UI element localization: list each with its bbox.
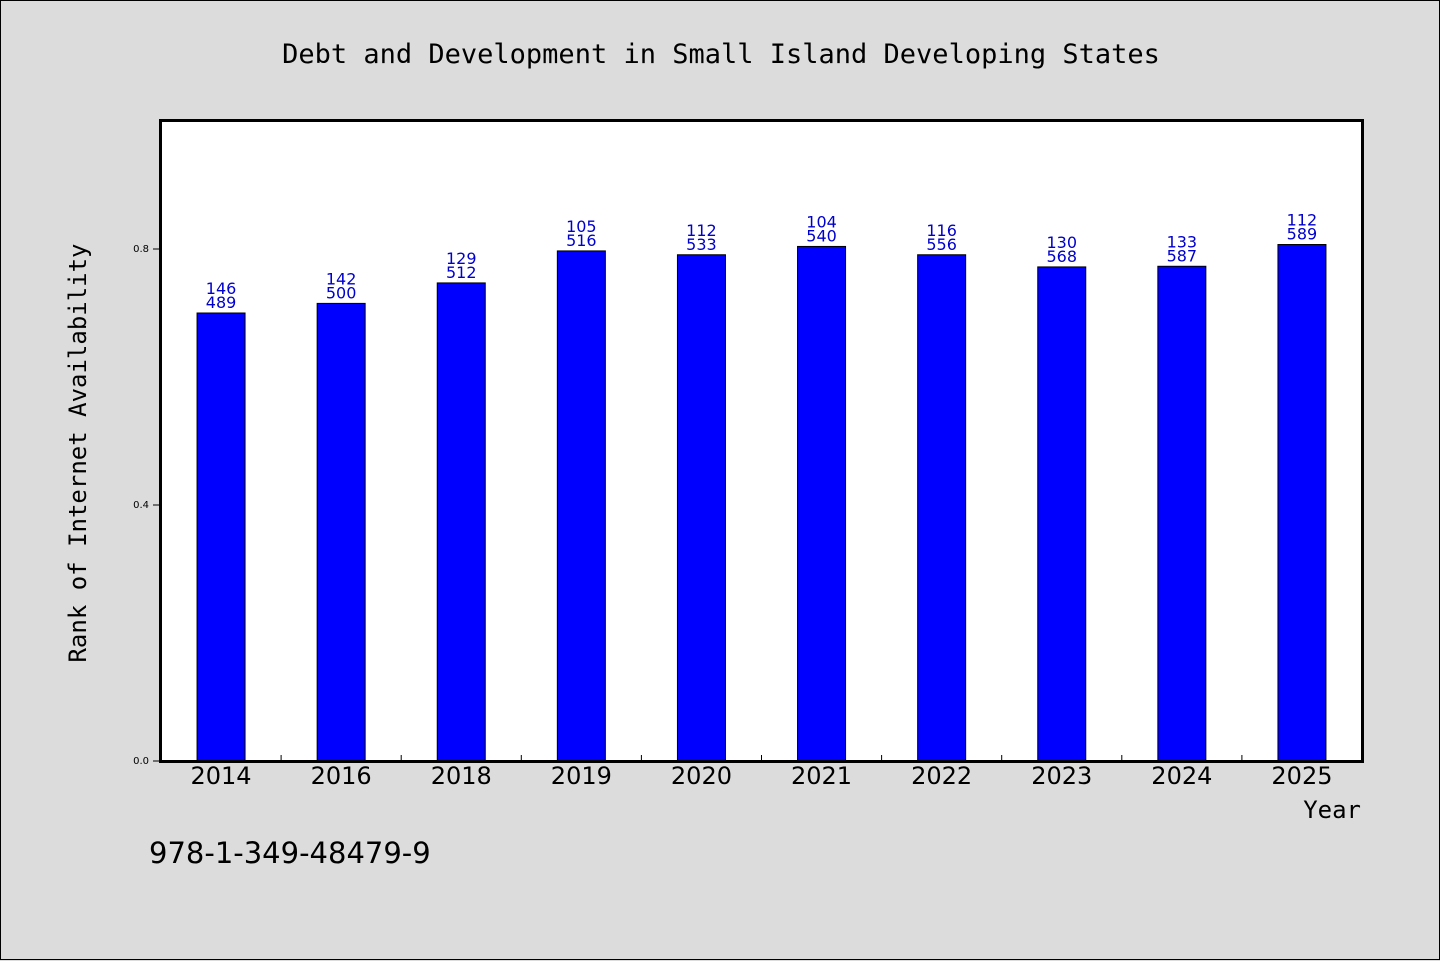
data-label-2025-bottom: 589 bbox=[1287, 225, 1318, 244]
x-tick-label-2020: 2020 bbox=[671, 762, 732, 790]
data-label-2018-bottom: 512 bbox=[446, 263, 477, 282]
x-tick-label-2025: 2025 bbox=[1271, 762, 1332, 790]
x-tick-label-2022: 2022 bbox=[911, 762, 972, 790]
data-label-2024-bottom: 587 bbox=[1167, 246, 1198, 265]
x-tick-label-2021: 2021 bbox=[791, 762, 852, 790]
bar-2014 bbox=[196, 312, 246, 762]
data-label-2016-bottom: 500 bbox=[326, 283, 357, 302]
bar-2020 bbox=[676, 254, 726, 762]
data-label-2025-top: 112 bbox=[1287, 211, 1318, 230]
plot-border bbox=[159, 119, 1364, 763]
data-label-2021-bottom: 540 bbox=[806, 226, 837, 245]
x-tick-label-2014: 2014 bbox=[191, 762, 252, 790]
x-tick-label-2018: 2018 bbox=[431, 762, 492, 790]
data-label-2019-bottom: 516 bbox=[566, 231, 597, 250]
data-label-2016-top: 142 bbox=[326, 269, 357, 288]
data-label-2024-top: 133 bbox=[1167, 232, 1198, 251]
data-label-2020-bottom: 533 bbox=[686, 235, 717, 254]
bar-2018 bbox=[436, 282, 486, 762]
bar-2021 bbox=[797, 245, 847, 762]
bar-2024 bbox=[1157, 265, 1207, 762]
data-label-2023-bottom: 568 bbox=[1046, 247, 1077, 266]
data-label-2023-top: 130 bbox=[1046, 233, 1077, 252]
y-tick-label-0.4: 0.4 bbox=[133, 500, 149, 511]
x-tick-label-2016: 2016 bbox=[311, 762, 372, 790]
data-label-2022-top: 116 bbox=[926, 221, 957, 240]
y-tick-label-0.0: 0.0 bbox=[133, 756, 149, 767]
bar-2016 bbox=[316, 302, 366, 762]
footnote-isbn: 978-1-349-48479-9 bbox=[149, 836, 431, 870]
bar-2025 bbox=[1277, 244, 1327, 762]
chart-title: Debt and Development in Small Island Dev… bbox=[282, 39, 1160, 70]
bar-2019 bbox=[556, 250, 606, 762]
bar-2022 bbox=[917, 254, 967, 762]
data-label-2022-bottom: 556 bbox=[926, 235, 957, 254]
bar-2023 bbox=[1037, 266, 1087, 762]
data-label-2014-top: 146 bbox=[206, 279, 237, 298]
data-label-2020-top: 112 bbox=[686, 221, 717, 240]
ticks-layer: 2014 2016 2018 2019 2020 2021 2022 2023 2024 2025… bbox=[133, 244, 1332, 790]
x-axis-label: Year bbox=[1303, 796, 1361, 824]
y-axis-label: Rank of Internet Availability bbox=[64, 243, 92, 662]
x-tick-label-2024: 2024 bbox=[1151, 762, 1212, 790]
x-tick-label-2019: 2019 bbox=[551, 762, 612, 790]
y-tick-label-0.8: 0.8 bbox=[133, 244, 149, 255]
x-tick-label-2023: 2023 bbox=[1031, 762, 1092, 790]
data-label-2014-bottom: 489 bbox=[206, 293, 237, 312]
data-label-2019-top: 105 bbox=[566, 217, 597, 236]
data-label-2021-top: 104 bbox=[806, 212, 837, 231]
data-label-2018-top: 129 bbox=[446, 249, 477, 268]
